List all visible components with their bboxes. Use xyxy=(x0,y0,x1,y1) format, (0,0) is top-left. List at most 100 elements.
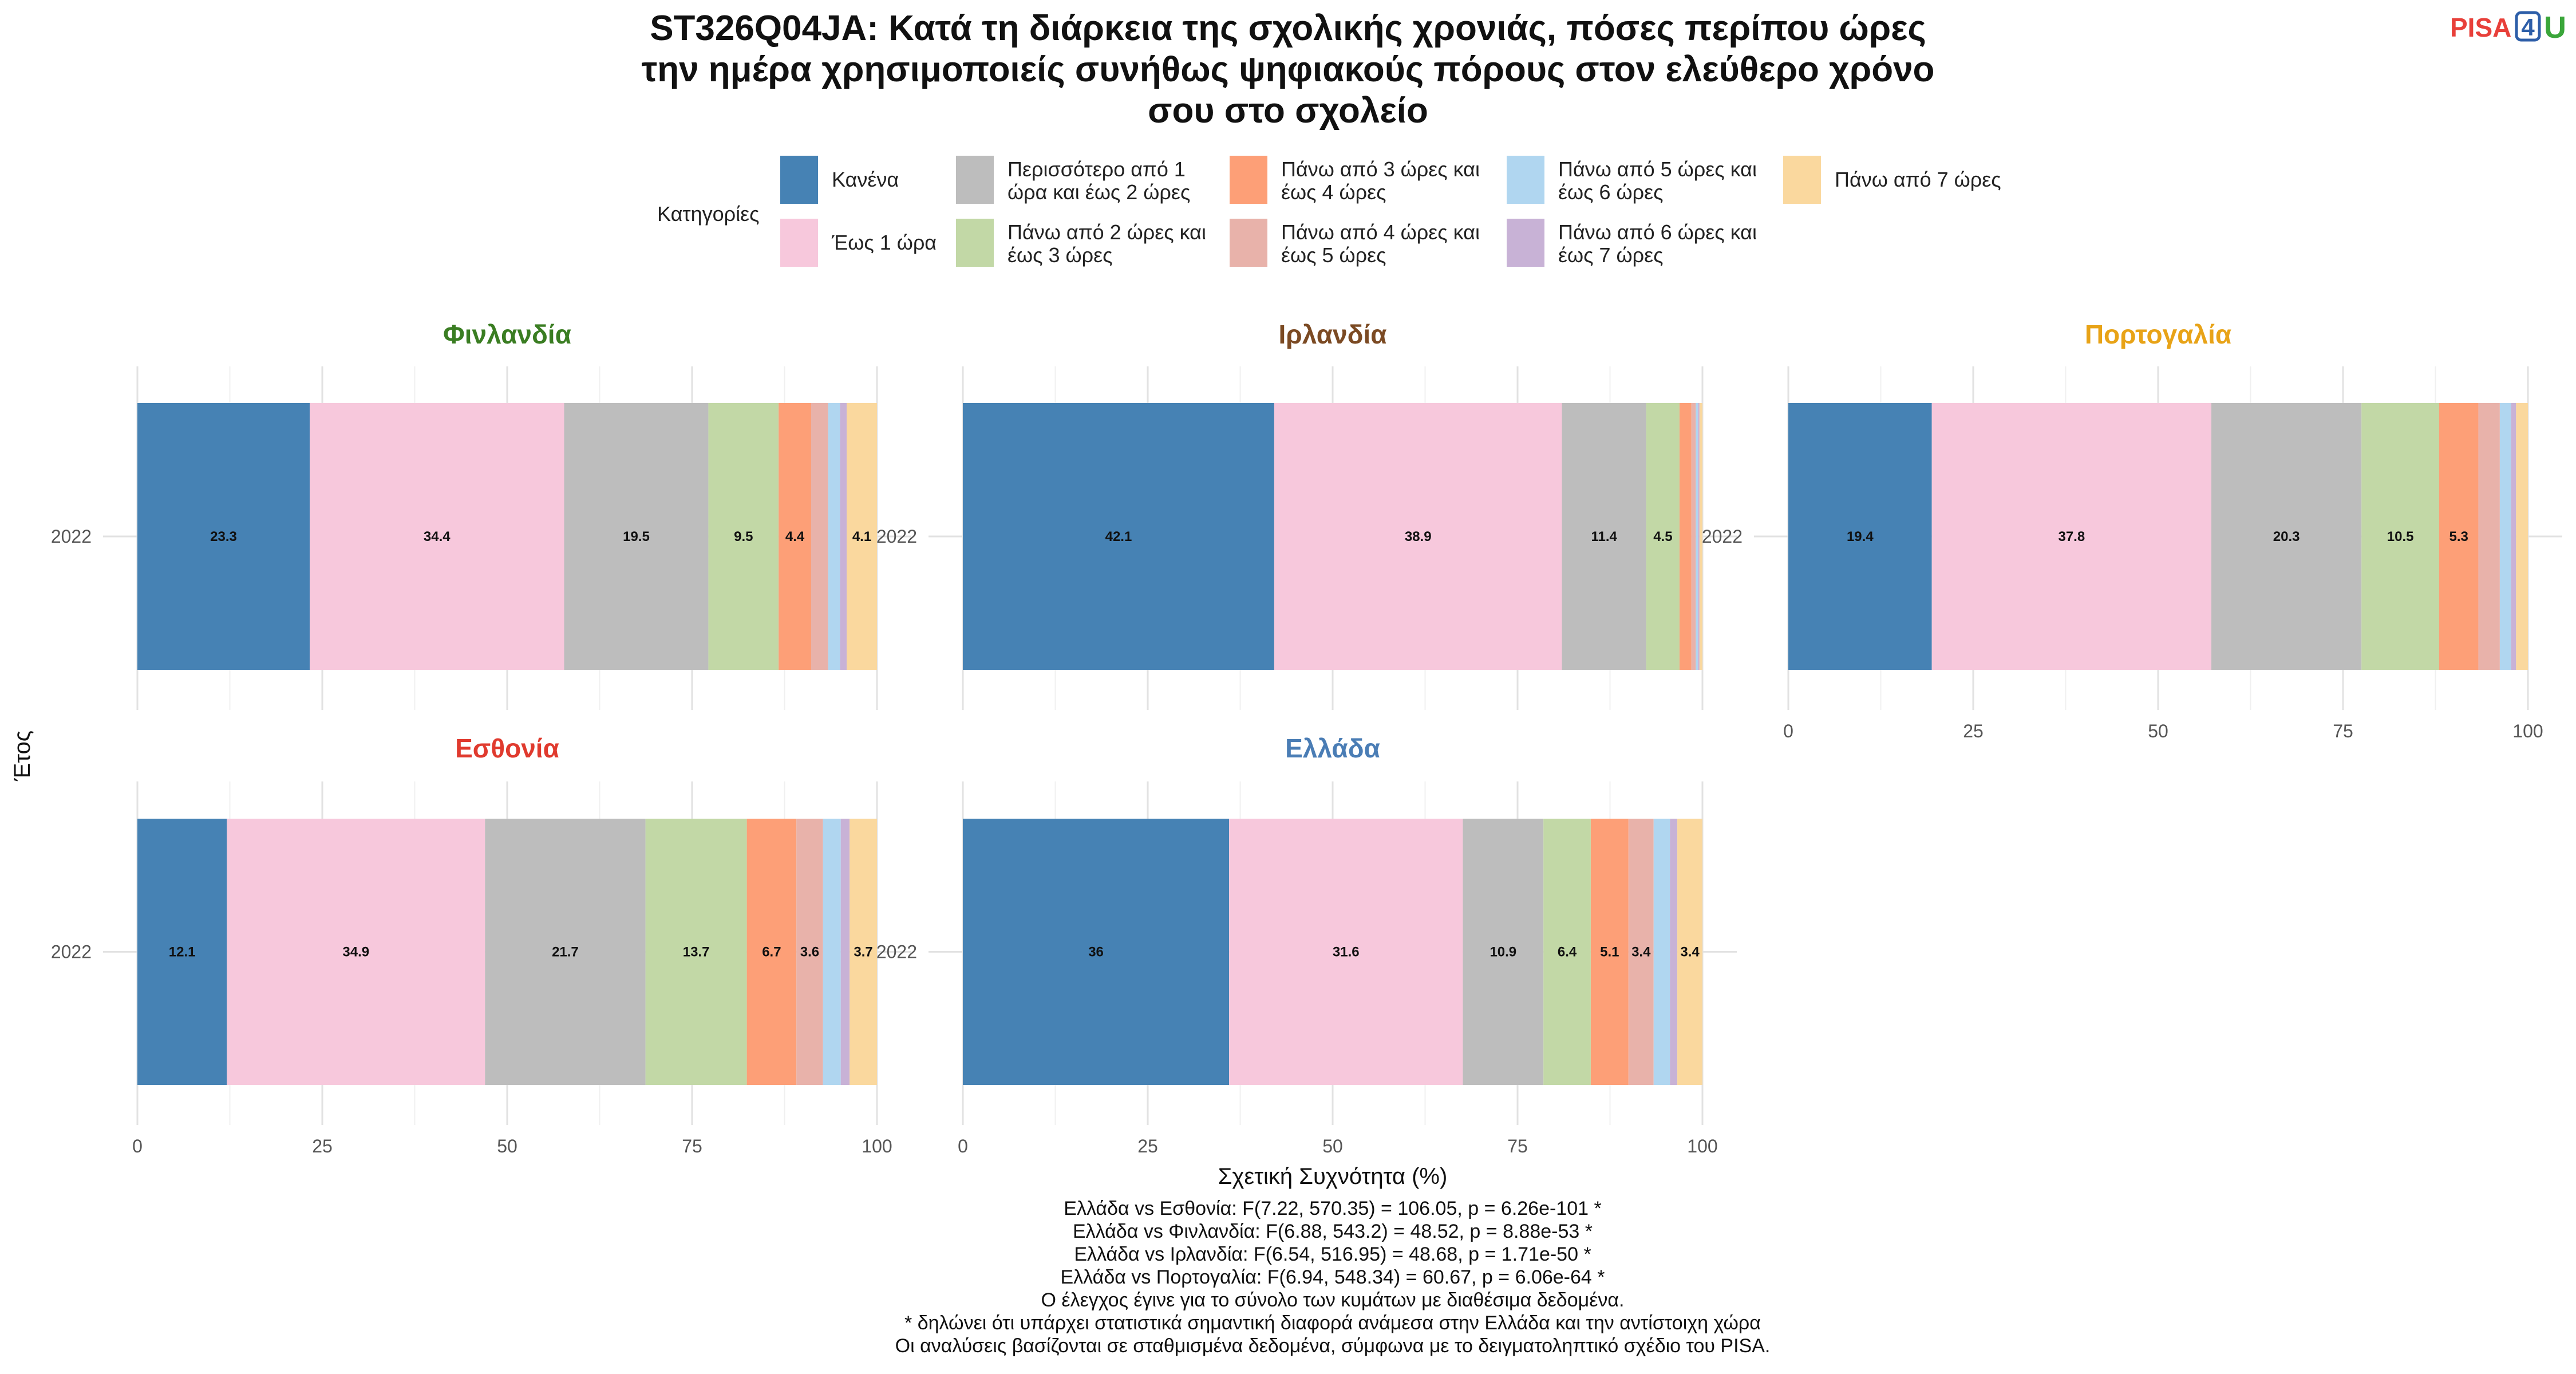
footnote-line: Ελλάδα vs Ιρλανδία: F(6.54, 516.95) = 48… xyxy=(1074,1243,1591,1265)
y-axis-title: Έτος xyxy=(10,731,35,781)
bar-segment xyxy=(2211,403,2362,670)
bar-value-label: 10.9 xyxy=(1490,945,1516,960)
bar-segment xyxy=(1696,403,1698,670)
x-tick-label: 50 xyxy=(1322,1136,1343,1156)
bar-segment xyxy=(227,819,485,1085)
bar-segment xyxy=(1691,403,1696,670)
legend-swatch xyxy=(1230,156,1267,204)
x-tick-label: 100 xyxy=(862,1136,892,1156)
legend-label: Περισσότερο από 1 xyxy=(1008,157,1186,181)
legend-swatch xyxy=(780,219,818,267)
legend-swatch xyxy=(956,156,994,204)
bar-segment xyxy=(1679,403,1692,670)
x-tick-label: 25 xyxy=(312,1136,333,1156)
bar-value-label: 36 xyxy=(1088,945,1104,960)
footnotes: Ελλάδα vs Εσθονία: F(7.22, 570.35) = 106… xyxy=(895,1198,1771,1357)
bar-segment xyxy=(2361,403,2439,670)
bar-segment xyxy=(840,819,850,1085)
bar-value-label: 42.1 xyxy=(1105,529,1132,544)
x-tick-label: 100 xyxy=(1687,1136,1717,1156)
y-tick-label: 2022 xyxy=(51,526,92,547)
legend-label: Κανένα xyxy=(832,168,899,191)
bar-segment xyxy=(1646,403,1680,670)
bar-segment xyxy=(137,403,310,670)
footnote-line: Ο έλεγχος έγινε για το σύνολο των κυμάτω… xyxy=(1041,1289,1625,1311)
bar-value-label: 23.3 xyxy=(210,529,237,544)
bar-segment xyxy=(828,403,840,670)
legend-label: Πάνω από 6 ώρες και xyxy=(1558,220,1757,244)
bar-value-label: 13.7 xyxy=(683,945,710,960)
legend-label: έως 6 ώρες xyxy=(1558,180,1664,204)
bar-segment xyxy=(779,403,812,670)
legend-label: Πάνω από 4 ώρες και xyxy=(1281,220,1480,244)
legend-label: Πάνω από 2 ώρες και xyxy=(1008,220,1206,244)
bar-segment xyxy=(963,819,1230,1085)
footnote-line: Οι αναλύσεις βασίζονται σε σταθμισμένα δ… xyxy=(895,1335,1771,1357)
legend-item: Κανένα xyxy=(780,156,899,204)
bar-value-label: 31.6 xyxy=(1333,945,1360,960)
bar-segment xyxy=(1628,819,1654,1085)
legend-label: έως 4 ώρες xyxy=(1281,180,1386,204)
legend-label: ώρα και έως 2 ώρες xyxy=(1008,180,1190,204)
bar-value-label: 4.5 xyxy=(1653,529,1672,544)
x-tick-label: 0 xyxy=(958,1136,968,1156)
bar-value-label: 11.4 xyxy=(1591,529,1617,544)
title-line-2: την ημέρα χρησιμοποιείς συνήθως ψηφιακού… xyxy=(642,50,1935,89)
bar-segment xyxy=(1274,403,1562,670)
bar-segment xyxy=(850,819,877,1085)
legend-swatch xyxy=(1783,156,1821,204)
bar-value-label: 20.3 xyxy=(2273,529,2300,544)
legend-label: έως 7 ώρες xyxy=(1558,243,1664,267)
bar-value-label: 34.4 xyxy=(424,529,451,544)
bar-value-label: 38.9 xyxy=(1405,529,1432,544)
bar-value-label: 6.4 xyxy=(1558,945,1577,960)
x-tick-label: 0 xyxy=(132,1136,143,1156)
panel: Πορτογαλία 19.4 37.8 20.3 10.5 5.3 2022 0 25 50 75… xyxy=(1702,319,2562,741)
bar-segment xyxy=(1543,819,1591,1085)
footnote-line: Ελλάδα vs Φινλανδία: F(6.88, 543.2) = 48… xyxy=(1073,1221,1593,1242)
bar-segment xyxy=(310,403,564,670)
legend-label: έως 5 ώρες xyxy=(1281,243,1386,267)
bar-value-label: 21.7 xyxy=(552,945,579,960)
bar-value-label: 4.4 xyxy=(785,529,805,544)
x-tick-label: 50 xyxy=(497,1136,517,1156)
legend-item: Πάνω από 7 ώρες xyxy=(1783,156,2001,204)
bar-segment xyxy=(1670,819,1678,1085)
y-tick-label: 2022 xyxy=(876,526,917,547)
legend-title: Κατηγορίες xyxy=(657,202,760,226)
panel-title: Πορτογαλία xyxy=(2085,319,2231,349)
x-tick-label: 100 xyxy=(2512,721,2543,741)
title-line-3: σου στο σχολείο xyxy=(1148,91,1428,131)
panel: Ιρλανδία 42.1 38.9 11.4 4.5 2022 xyxy=(876,319,1737,710)
title-line-1: ST326Q04JA: Κατά τη διάρκεια της σχολική… xyxy=(650,9,1926,48)
bar-segment xyxy=(1698,403,1700,670)
legend-swatch xyxy=(780,156,818,204)
bar-segment xyxy=(137,819,227,1085)
bar-value-label: 5.3 xyxy=(2449,529,2468,544)
bar-segment xyxy=(2511,403,2516,670)
panel: Ελλάδα 36 31.6 10.9 6.4 5.1 3.4 3.4 2022 0 25 50 75 1… xyxy=(876,733,1737,1156)
bar-segment xyxy=(485,819,646,1085)
bar-value-label: 3.4 xyxy=(1631,945,1651,960)
bar-segment xyxy=(1229,819,1463,1085)
bar-value-label: 5.1 xyxy=(1600,945,1619,960)
bar-segment xyxy=(811,403,828,670)
y-tick-label: 2022 xyxy=(51,942,92,962)
panel-title: Ιρλανδία xyxy=(1278,319,1386,349)
bar-value-label: 3.7 xyxy=(854,945,872,960)
bar-segment xyxy=(840,403,847,670)
bar-segment xyxy=(645,819,747,1085)
bar-segment xyxy=(746,819,797,1085)
y-tick-label: 2022 xyxy=(1702,526,1743,547)
chart-title: ST326Q04JA: Κατά τη διάρκεια της σχολική… xyxy=(642,9,1935,131)
x-tick-label: 75 xyxy=(2333,721,2353,741)
legend-swatch xyxy=(1507,219,1544,267)
panel-title: Φινλανδία xyxy=(443,319,571,349)
bar-segment xyxy=(963,403,1274,670)
x-axis-title: Σχετική Συχνότητα (%) xyxy=(1218,1164,1448,1189)
bar-segment xyxy=(1931,403,2212,670)
